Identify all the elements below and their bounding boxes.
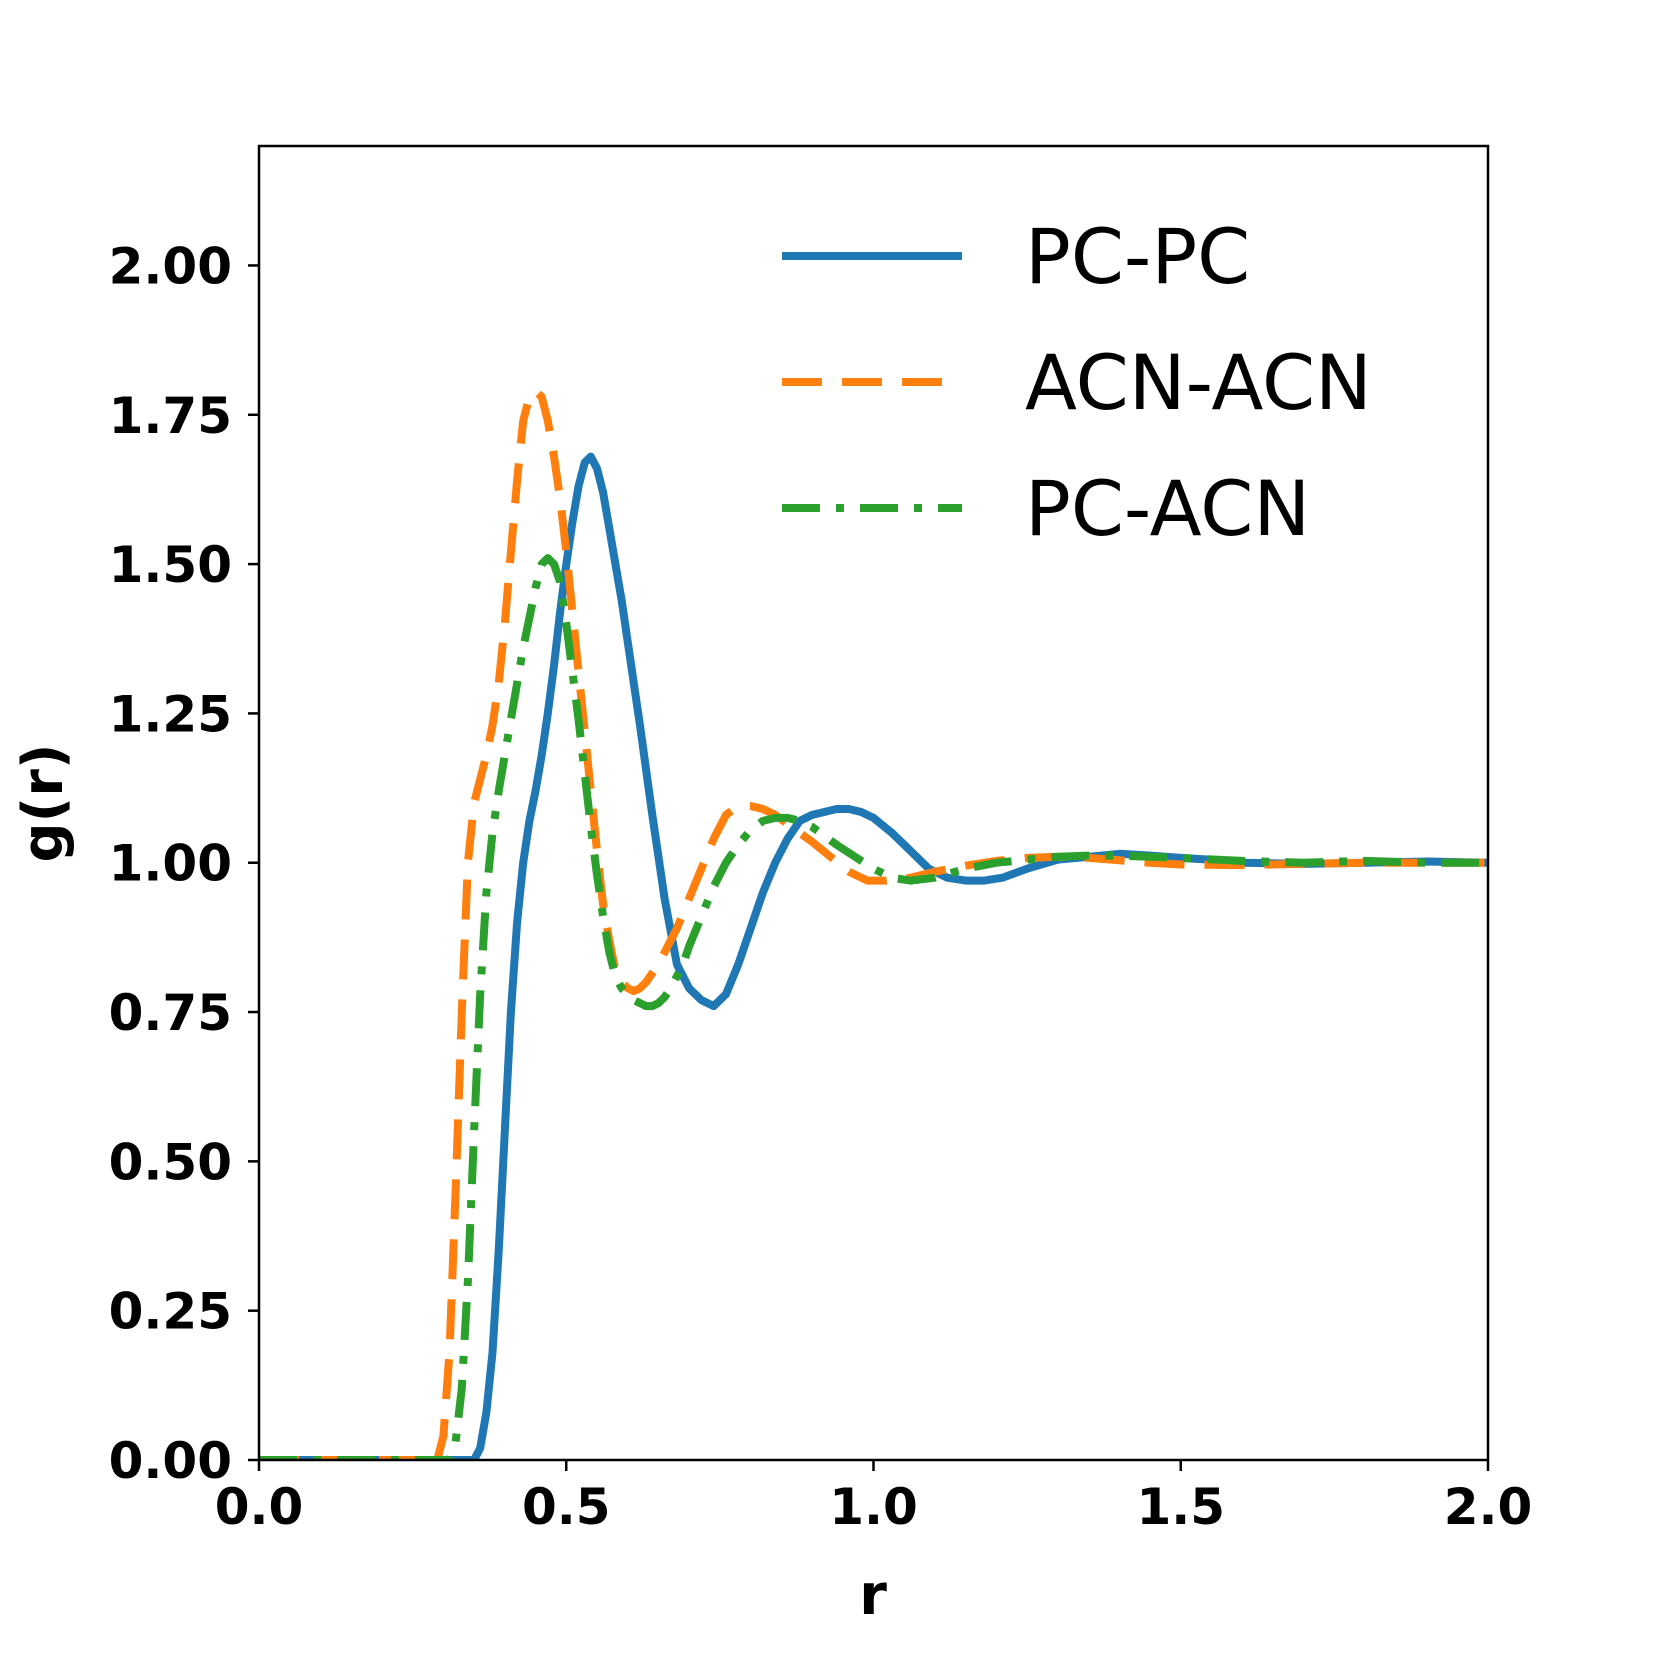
- plot-frame: [257, 144, 1490, 1462]
- y-tick-label: 0.50: [109, 1133, 232, 1191]
- y-tick-label: 0.25: [109, 1283, 232, 1341]
- y-tick-label: 2.00: [109, 237, 232, 295]
- legend-label-acn-acn: ACN-ACN: [1025, 338, 1372, 427]
- x-tick-label: 1.5: [1136, 1478, 1225, 1536]
- x-tick-label: 1.0: [829, 1478, 918, 1536]
- y-tick-label: 0.75: [109, 984, 232, 1042]
- x-tick-label: 0.5: [522, 1478, 611, 1536]
- axis-ticks: 0.0 0.5 1.0 1.5 2.0 0.00 0.25 0.50 0.75 1.00 1.25 1…: [109, 237, 1533, 1536]
- y-tick-label: 1.75: [109, 387, 232, 445]
- y-tick-label: 1.25: [109, 685, 232, 743]
- x-axis-label: r: [859, 1563, 887, 1628]
- series-line-pc-pc: [259, 452, 1488, 1460]
- legend-label-pc-acn: PC-ACN: [1025, 464, 1310, 553]
- y-axis-label: g(r): [11, 744, 76, 863]
- y-tick-label: 0.00: [109, 1432, 232, 1490]
- legend-label-pc-pc: PC-PC: [1025, 212, 1250, 301]
- plot-area: [259, 386, 1488, 1460]
- y-tick-label: 1.50: [109, 536, 232, 594]
- y-tick-label: 1.00: [109, 835, 232, 893]
- legend: PC-PC ACN-ACN PC-ACN: [782, 212, 1372, 553]
- x-tick-label: 2.0: [1444, 1478, 1533, 1536]
- x-tick-label: 0.0: [215, 1478, 304, 1536]
- series-line-pc-acn: [259, 554, 1488, 1460]
